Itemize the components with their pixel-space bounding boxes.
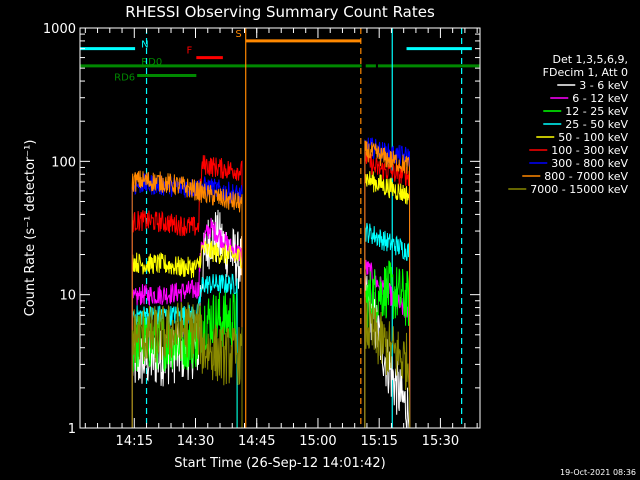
legend-entry-label: 50 - 100 keV [558,131,628,144]
series-line [131,240,243,428]
x-tick-label: 15:30 [422,434,459,449]
legend-entry-label: 3 - 6 keV [579,79,628,92]
flag-label-rd0: RD0 [141,57,162,68]
flag-label-s: S [235,29,241,40]
x-tick-label: 14:30 [177,434,214,449]
legend-entry-label: 6 - 12 keV [572,92,628,105]
legend-header-line: FDecim 1, Att 0 [543,66,628,79]
series-group [131,137,411,429]
y-tick-label: 1000 [43,22,76,37]
legend: Det 1,3,5,6,9,FDecim 1, Att 03 - 6 keV6 … [508,53,628,196]
y-tick-label: 100 [51,155,76,170]
series-line [364,222,411,429]
y-axis-label: Count Rate (s⁻¹ detector⁻¹) [23,140,38,317]
legend-entry-label: 7000 - 15000 keV [530,183,628,196]
vertical-markers [145,28,463,428]
series-line [364,149,411,429]
series-line [364,140,411,429]
legend-entry-label: 100 - 300 keV [551,144,628,157]
footer-timestamp: 19-Oct-2021 08:36 [560,468,636,477]
series-line [364,297,411,429]
x-axis-label: Start Time (26-Sep-12 14:01:42) [174,456,385,471]
series-line [364,171,411,429]
series-line [131,302,243,428]
x-tick-label: 14:45 [238,434,275,449]
legend-entry-label: 12 - 25 keV [565,105,628,118]
chart-title: RHESSI Observing Summary Count Rates [125,3,435,21]
x-tick-label: 14:15 [116,434,153,449]
flag-bars: N S F RD0 RD6 [80,29,480,84]
x-tick-label: 15:15 [360,434,397,449]
flag-label-n: N [141,40,148,51]
x-tick-label: 15:00 [299,434,336,449]
flag-label-rd6: RD6 [114,73,135,84]
series-line [131,155,243,428]
series-line [364,137,411,429]
x-axis: 14:15 14:30 14:45 15:00 15:15 15:30 [84,28,478,449]
y-tick-label: 1 [68,422,76,437]
legend-header-line: Det 1,3,5,6,9, [552,53,628,66]
flag-label-f: F [187,46,193,57]
series-line [131,170,243,428]
legend-entry-label: 300 - 800 keV [551,157,628,170]
legend-entry-label: 25 - 50 keV [565,118,628,131]
y-tick-label: 10 [59,289,76,304]
plot-frame [79,27,481,429]
legend-entry-label: 800 - 7000 keV [544,170,628,183]
y-axis: 1 10 100 1000 [43,22,480,437]
